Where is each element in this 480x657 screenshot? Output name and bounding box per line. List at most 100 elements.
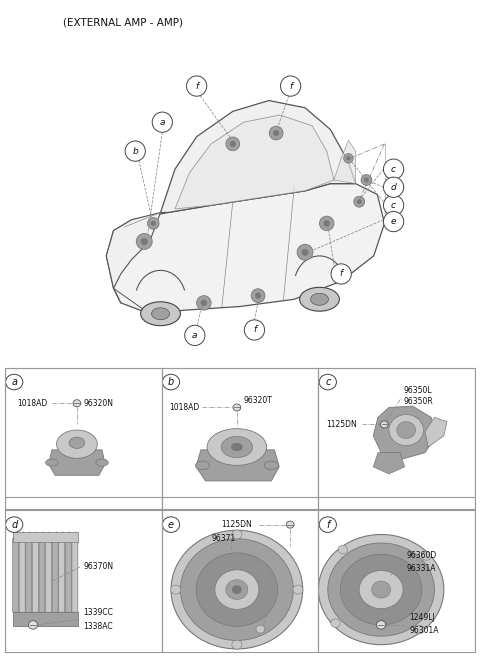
Text: b: b — [132, 147, 138, 156]
Text: 1249LJ: 1249LJ — [409, 614, 435, 622]
Polygon shape — [373, 406, 436, 460]
Circle shape — [331, 619, 340, 627]
Polygon shape — [26, 532, 32, 612]
Circle shape — [384, 195, 404, 215]
Circle shape — [256, 625, 265, 633]
Ellipse shape — [46, 459, 58, 466]
Text: 96370N: 96370N — [83, 562, 113, 572]
Circle shape — [185, 325, 205, 346]
Polygon shape — [425, 417, 447, 447]
Ellipse shape — [69, 437, 85, 449]
Ellipse shape — [389, 415, 423, 445]
Circle shape — [293, 585, 303, 594]
Ellipse shape — [207, 428, 267, 465]
Text: e: e — [391, 217, 396, 226]
Text: d: d — [391, 183, 396, 192]
Circle shape — [320, 216, 334, 231]
Ellipse shape — [300, 287, 339, 311]
Ellipse shape — [372, 581, 391, 598]
Circle shape — [196, 553, 277, 626]
Circle shape — [380, 421, 388, 428]
Circle shape — [197, 296, 211, 310]
Ellipse shape — [359, 570, 403, 608]
Ellipse shape — [195, 461, 209, 470]
Circle shape — [384, 212, 404, 232]
Text: d: d — [11, 520, 17, 530]
Text: a: a — [11, 377, 17, 387]
Circle shape — [361, 175, 372, 185]
Text: 1018AD: 1018AD — [169, 403, 200, 412]
Circle shape — [6, 374, 23, 390]
Ellipse shape — [340, 555, 422, 625]
Text: 1125DN: 1125DN — [221, 520, 252, 529]
Circle shape — [6, 517, 23, 532]
Ellipse shape — [397, 422, 416, 439]
Circle shape — [136, 233, 152, 250]
Circle shape — [226, 137, 240, 150]
Circle shape — [201, 300, 207, 306]
Circle shape — [331, 264, 351, 284]
Text: e: e — [168, 520, 174, 530]
Bar — [12, 612, 79, 626]
Circle shape — [233, 404, 241, 411]
Circle shape — [251, 289, 265, 302]
Text: b: b — [168, 377, 174, 387]
Text: f: f — [340, 269, 343, 279]
Circle shape — [171, 530, 303, 649]
Polygon shape — [59, 532, 65, 612]
Circle shape — [232, 640, 242, 649]
Polygon shape — [196, 450, 279, 481]
Polygon shape — [12, 532, 19, 612]
Circle shape — [226, 579, 248, 599]
Circle shape — [187, 76, 207, 96]
Circle shape — [324, 221, 330, 226]
Ellipse shape — [221, 436, 252, 458]
Circle shape — [28, 621, 38, 629]
Polygon shape — [160, 101, 356, 213]
Text: 96320N: 96320N — [83, 399, 113, 408]
Circle shape — [415, 625, 424, 634]
Circle shape — [354, 196, 365, 207]
Circle shape — [232, 530, 242, 539]
Text: f: f — [326, 520, 329, 530]
Circle shape — [125, 141, 145, 161]
Ellipse shape — [141, 302, 180, 326]
Ellipse shape — [57, 430, 97, 459]
Circle shape — [255, 293, 261, 298]
Circle shape — [376, 621, 386, 629]
Polygon shape — [106, 184, 384, 314]
Circle shape — [364, 178, 369, 182]
Ellipse shape — [318, 535, 444, 645]
Text: c: c — [391, 165, 396, 173]
Text: 96301A: 96301A — [409, 626, 439, 635]
Circle shape — [244, 320, 264, 340]
Circle shape — [422, 552, 432, 560]
Text: 1338AC: 1338AC — [83, 622, 113, 631]
Text: 96371: 96371 — [212, 534, 236, 543]
Circle shape — [286, 521, 294, 528]
Text: f: f — [195, 81, 198, 91]
Text: f: f — [289, 81, 292, 91]
Circle shape — [180, 539, 293, 641]
Circle shape — [147, 217, 159, 229]
Circle shape — [230, 141, 236, 147]
Text: 96350R: 96350R — [403, 397, 433, 406]
Polygon shape — [72, 532, 78, 612]
Polygon shape — [19, 532, 25, 612]
Polygon shape — [48, 450, 105, 475]
Circle shape — [73, 399, 81, 407]
Text: (EXTERNAL AMP - AMP): (EXTERNAL AMP - AMP) — [63, 18, 183, 28]
Circle shape — [384, 177, 404, 197]
Text: a: a — [192, 331, 198, 340]
Polygon shape — [52, 532, 58, 612]
Circle shape — [141, 238, 147, 244]
Circle shape — [152, 112, 172, 132]
Circle shape — [280, 76, 300, 96]
Circle shape — [344, 154, 353, 163]
Circle shape — [297, 244, 313, 260]
Circle shape — [171, 585, 181, 594]
Polygon shape — [39, 532, 45, 612]
Circle shape — [319, 374, 336, 390]
Text: a: a — [159, 118, 165, 127]
Ellipse shape — [328, 543, 434, 636]
